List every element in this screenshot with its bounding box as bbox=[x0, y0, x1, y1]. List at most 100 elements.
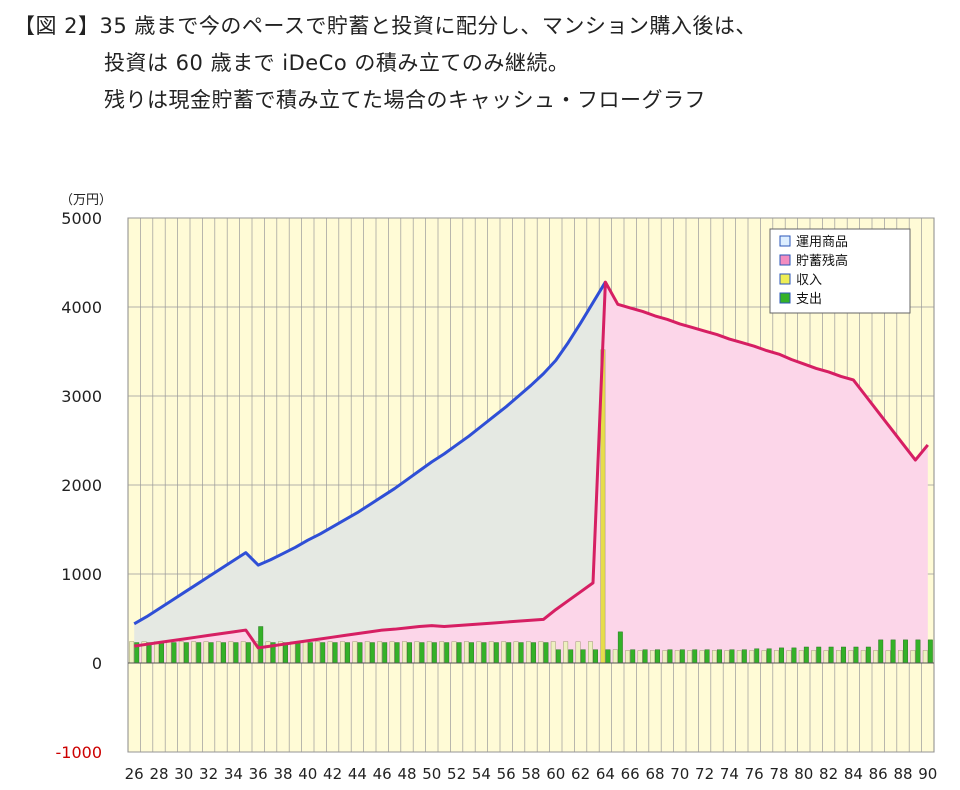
income-bar bbox=[129, 641, 135, 664]
x-tick-label: 70 bbox=[670, 765, 689, 783]
income-bar bbox=[364, 641, 370, 664]
expense-bar bbox=[667, 649, 673, 664]
x-tick-label: 64 bbox=[596, 765, 615, 783]
expense-bar bbox=[865, 646, 871, 664]
expense-bar bbox=[729, 649, 735, 664]
expense-bar bbox=[295, 642, 301, 664]
expense-bar bbox=[741, 649, 747, 664]
income-bar bbox=[761, 650, 767, 664]
expense-bar bbox=[221, 642, 226, 664]
expense-bar bbox=[171, 642, 177, 664]
x-tick-label: 26 bbox=[125, 765, 144, 783]
income-bar bbox=[513, 641, 519, 664]
income-bar bbox=[426, 641, 432, 664]
income-bar bbox=[836, 650, 841, 664]
expense-bar bbox=[617, 631, 623, 664]
x-tick-label: 76 bbox=[745, 765, 764, 783]
expense-bar bbox=[580, 649, 586, 664]
expense-bar bbox=[593, 649, 598, 664]
x-tick-label: 80 bbox=[794, 765, 813, 783]
y-tick-label: 1000 bbox=[61, 565, 102, 584]
income-bar bbox=[166, 641, 172, 664]
income-bar bbox=[823, 650, 829, 664]
income-bar bbox=[228, 641, 234, 664]
expense-bar bbox=[245, 642, 251, 664]
x-tick-label: 54 bbox=[472, 765, 491, 783]
x-tick-label: 84 bbox=[844, 765, 863, 783]
expense-bar bbox=[345, 642, 350, 664]
x-tick-label: 82 bbox=[819, 765, 838, 783]
x-tick-label: 44 bbox=[348, 765, 367, 783]
x-tick-label: 56 bbox=[497, 765, 516, 783]
legend-box bbox=[769, 228, 911, 314]
income-bar bbox=[203, 641, 209, 664]
investment-area bbox=[134, 282, 606, 663]
expense-bar bbox=[382, 642, 388, 664]
x-tick-label: 52 bbox=[447, 765, 466, 783]
income-bar bbox=[786, 650, 792, 664]
expense-bar bbox=[642, 649, 648, 664]
income-bar bbox=[625, 650, 631, 664]
income-bar bbox=[873, 650, 879, 664]
expense-bar bbox=[791, 647, 797, 664]
y-tick-label: 0 bbox=[92, 654, 102, 673]
income-bar bbox=[588, 641, 593, 664]
expense-bar bbox=[493, 642, 499, 664]
x-tick-label: 30 bbox=[174, 765, 193, 783]
income-bar bbox=[327, 641, 333, 664]
legend-label: 支出 bbox=[796, 292, 822, 307]
income-bar bbox=[302, 641, 308, 664]
x-tick-label: 68 bbox=[645, 765, 664, 783]
x-tick-label: 28 bbox=[149, 765, 168, 783]
y-tick-label: -1000 bbox=[56, 743, 103, 762]
x-tick-label: 36 bbox=[249, 765, 268, 783]
expense-bar bbox=[531, 642, 536, 664]
legend-swatch bbox=[779, 254, 791, 266]
income-bar bbox=[712, 650, 717, 664]
expense-bar bbox=[890, 639, 896, 664]
income-bar bbox=[240, 641, 246, 664]
y-tick-label: 2000 bbox=[61, 476, 102, 495]
expense-bar bbox=[444, 642, 450, 664]
x-tick-label: 38 bbox=[273, 765, 292, 783]
expense-bar bbox=[407, 642, 412, 664]
income-bar bbox=[191, 641, 197, 664]
x-tick-label: 60 bbox=[546, 765, 565, 783]
income-bar bbox=[724, 650, 730, 664]
x-tick-label: 72 bbox=[695, 765, 714, 783]
expense-bar bbox=[159, 642, 164, 664]
expense-bar bbox=[803, 646, 809, 664]
income-bar bbox=[674, 650, 680, 664]
expense-bar bbox=[320, 642, 326, 664]
x-tick-label: 88 bbox=[893, 765, 912, 783]
expense-bar bbox=[394, 642, 400, 664]
x-tick-label: 78 bbox=[769, 765, 788, 783]
expense-bar bbox=[878, 639, 884, 664]
legend-label: 収入 bbox=[796, 273, 822, 288]
income-bar bbox=[290, 641, 296, 664]
expense-bar bbox=[816, 646, 822, 664]
x-tick-label: 66 bbox=[621, 765, 640, 783]
x-axis-ticks: 26 28 30 32 34 36 38 40 42 44 46 48 50 52 54 56 58 60 62 64… bbox=[125, 765, 938, 783]
caption-line-1: 【図 2】35 歳まで今のペースで貯蓄と投資に配分し、マンション購入後は、 bbox=[14, 14, 757, 38]
expense-bar bbox=[419, 642, 425, 664]
income-bar bbox=[216, 641, 221, 664]
x-tick-label: 90 bbox=[918, 765, 937, 783]
x-tick-label: 86 bbox=[869, 765, 888, 783]
expense-bar bbox=[431, 642, 437, 664]
income-bar bbox=[389, 641, 395, 664]
income-bar bbox=[414, 641, 420, 664]
expense-bar bbox=[717, 649, 722, 664]
income-bar bbox=[451, 641, 457, 664]
expense-bar bbox=[196, 642, 202, 664]
income-bar bbox=[922, 650, 928, 664]
legend-swatch bbox=[779, 273, 791, 285]
income-bar bbox=[352, 641, 358, 664]
x-tick-label: 46 bbox=[373, 765, 392, 783]
x-tick-label: 58 bbox=[521, 765, 540, 783]
expense-bar bbox=[754, 648, 760, 664]
expense-bar bbox=[332, 642, 338, 664]
expense-bar bbox=[828, 646, 834, 664]
income-bar bbox=[749, 650, 755, 664]
